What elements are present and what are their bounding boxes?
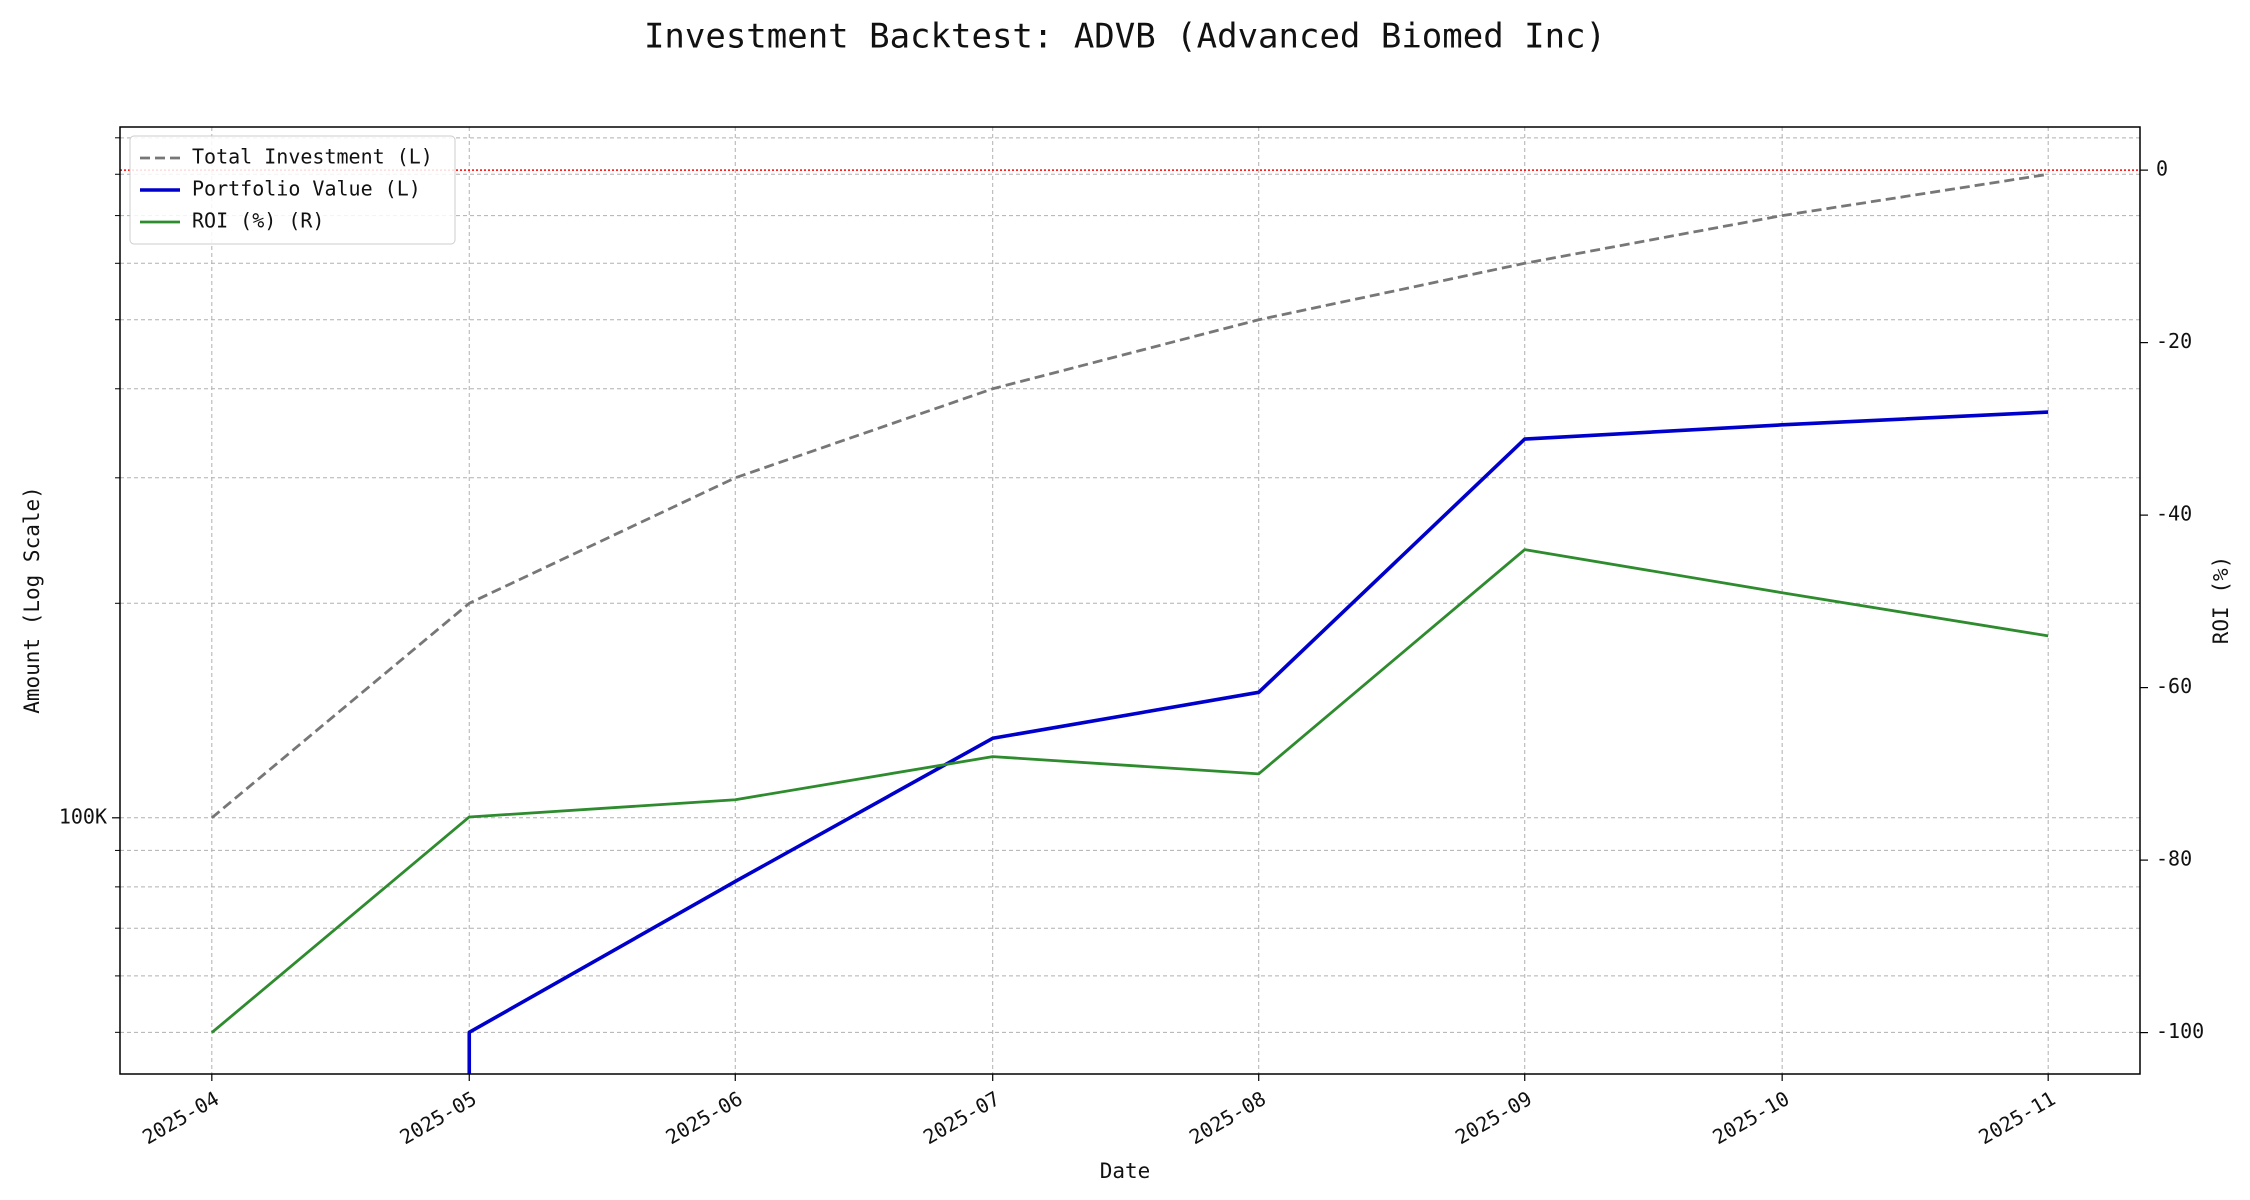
legend-label: Portfolio Value (L) [192,177,421,201]
y2-tick-label: -20 [2156,329,2192,353]
y2-tick-label: 0 [2156,157,2168,181]
y2-tick-label: -60 [2156,674,2192,698]
y2-tick-label: -40 [2156,502,2192,526]
y2-tick-label: -80 [2156,847,2192,871]
series-line [210,548,2049,1034]
y2-axis-label: ROI (%) [2209,556,2233,645]
y-tick-label: 100K [59,804,107,828]
legend-box [129,135,456,245]
series-line [210,172,2049,819]
y2-tick-label: -100 [2156,1019,2204,1043]
legend-label: Total Investment (L) [192,145,433,169]
chart-title: Investment Backtest: ADVB (Advanced Biom… [644,17,1606,57]
plot-frame [119,126,2141,1075]
series-line [467,410,2049,1074]
y-axis-label: Amount (Log Scale) [20,486,44,714]
x-axis-label: Date [1100,1159,1151,1183]
legend-label: ROI (%) (R) [192,209,324,233]
